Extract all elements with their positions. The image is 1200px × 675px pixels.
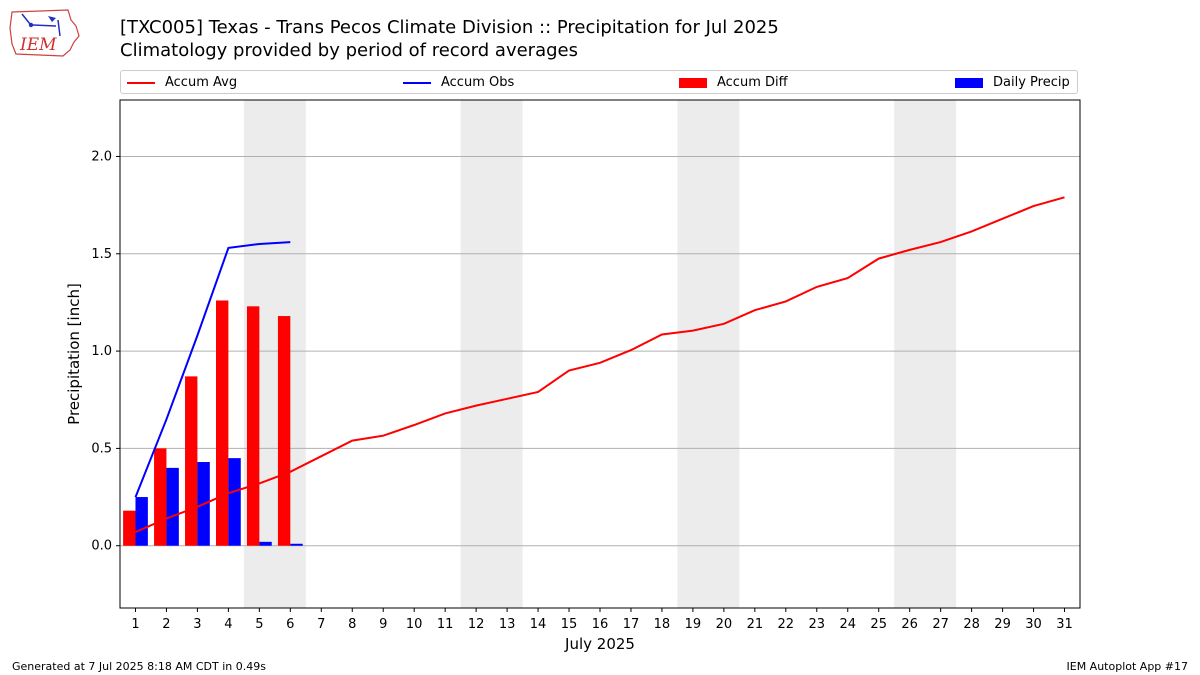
accum-avg-line bbox=[135, 196, 1065, 534]
y-axis-label: Precipitation [inch] bbox=[65, 283, 83, 425]
accum-diff-bar bbox=[216, 300, 229, 546]
accum-diff-bar bbox=[123, 510, 136, 546]
y-tick-label: 1.5 bbox=[91, 247, 112, 262]
y-tick-label: 1.0 bbox=[91, 344, 112, 359]
x-tick-label: 2 bbox=[162, 617, 170, 632]
x-tick-label: 7 bbox=[317, 617, 325, 632]
x-tick-label: 6 bbox=[286, 617, 294, 632]
legend-swatch-daily-precip bbox=[955, 77, 983, 88]
legend-label-accum-diff: Accum Diff bbox=[717, 75, 788, 90]
x-tick-label: 26 bbox=[901, 617, 918, 632]
x-tick-label: 22 bbox=[778, 617, 795, 632]
legend-item-daily-precip: Daily Precip bbox=[955, 75, 1070, 91]
chart-subtitle: Climatology provided by period of record… bbox=[120, 40, 578, 61]
x-axis-label: July 2025 bbox=[564, 635, 635, 653]
x-tick-label: 4 bbox=[224, 617, 232, 632]
legend-item-accum-obs: Accum Obs bbox=[403, 75, 514, 91]
logo-text: IEM bbox=[19, 35, 57, 55]
legend-label-accum-obs: Accum Obs bbox=[441, 75, 515, 90]
x-tick-label: 3 bbox=[193, 617, 201, 632]
footer-app: IEM Autoplot App #17 bbox=[1066, 660, 1189, 673]
x-tick-label: 5 bbox=[255, 617, 263, 632]
x-tick-label: 21 bbox=[747, 617, 764, 632]
weekend-shade bbox=[677, 100, 740, 608]
legend-label-accum-avg: Accum Avg bbox=[165, 75, 238, 90]
x-tick-label: 12 bbox=[468, 617, 485, 632]
accum-diff-bar bbox=[246, 306, 260, 546]
x-tick-label: 14 bbox=[530, 617, 547, 632]
legend-item-accum-avg: Accum Avg bbox=[127, 75, 237, 91]
x-tick-label: 16 bbox=[592, 617, 609, 632]
x-tick-label: 23 bbox=[809, 617, 826, 632]
x-tick-label: 11 bbox=[437, 617, 454, 632]
legend-label-daily-precip: Daily Precip bbox=[993, 75, 1070, 90]
daily-precip-bar bbox=[166, 467, 179, 546]
x-tick-label: 25 bbox=[870, 617, 887, 632]
weekend-shade bbox=[460, 100, 523, 608]
legend-swatch-accum-diff bbox=[679, 77, 707, 88]
accum-diff-bar bbox=[154, 448, 167, 546]
x-tick-label: 30 bbox=[1025, 617, 1042, 632]
iem-logo: IEM bbox=[9, 9, 80, 57]
daily-precip-bar bbox=[135, 497, 148, 546]
y-tick-label: 0.5 bbox=[91, 441, 112, 456]
x-tick-label: 8 bbox=[348, 617, 356, 632]
accum-obs-line bbox=[134, 241, 291, 498]
chart-title: [TXC005] Texas - Trans Pecos Climate Div… bbox=[120, 17, 779, 38]
y-tick-label: 0.0 bbox=[91, 539, 112, 554]
weekend-shade bbox=[894, 100, 957, 608]
x-tick-label: 9 bbox=[379, 617, 387, 632]
x-tick-label: 19 bbox=[685, 617, 702, 632]
footer-generated: Generated at 7 Jul 2025 8:18 AM CDT in 0… bbox=[12, 660, 266, 673]
x-tick-label: 13 bbox=[499, 617, 516, 632]
x-tick-label: 28 bbox=[963, 617, 980, 632]
legend-item-accum-diff: Accum Diff bbox=[679, 75, 788, 91]
y-tick-label: 2.0 bbox=[91, 149, 112, 164]
daily-precip-bar bbox=[290, 543, 303, 546]
x-tick-label: 1 bbox=[131, 617, 139, 632]
accum-diff-bar bbox=[277, 316, 291, 546]
x-tick-label: 17 bbox=[623, 617, 640, 632]
daily-precip-bar bbox=[259, 541, 272, 546]
x-tick-label: 15 bbox=[561, 617, 578, 632]
x-tick-label: 20 bbox=[716, 617, 733, 632]
x-tick-label: 31 bbox=[1056, 617, 1073, 632]
x-tick-label: 18 bbox=[654, 617, 671, 632]
legend-swatch-accum-obs bbox=[403, 81, 431, 84]
x-tick-label: 27 bbox=[932, 617, 949, 632]
x-tick-label: 10 bbox=[406, 617, 423, 632]
accum-diff-bar bbox=[185, 376, 198, 546]
legend-swatch-accum-avg bbox=[127, 81, 155, 84]
daily-precip-bar bbox=[228, 458, 241, 546]
x-tick-label: 24 bbox=[839, 617, 856, 632]
x-tick-label: 29 bbox=[994, 617, 1011, 632]
legend: Accum Avg Accum Obs Accum Diff Daily Pre… bbox=[120, 70, 1078, 94]
